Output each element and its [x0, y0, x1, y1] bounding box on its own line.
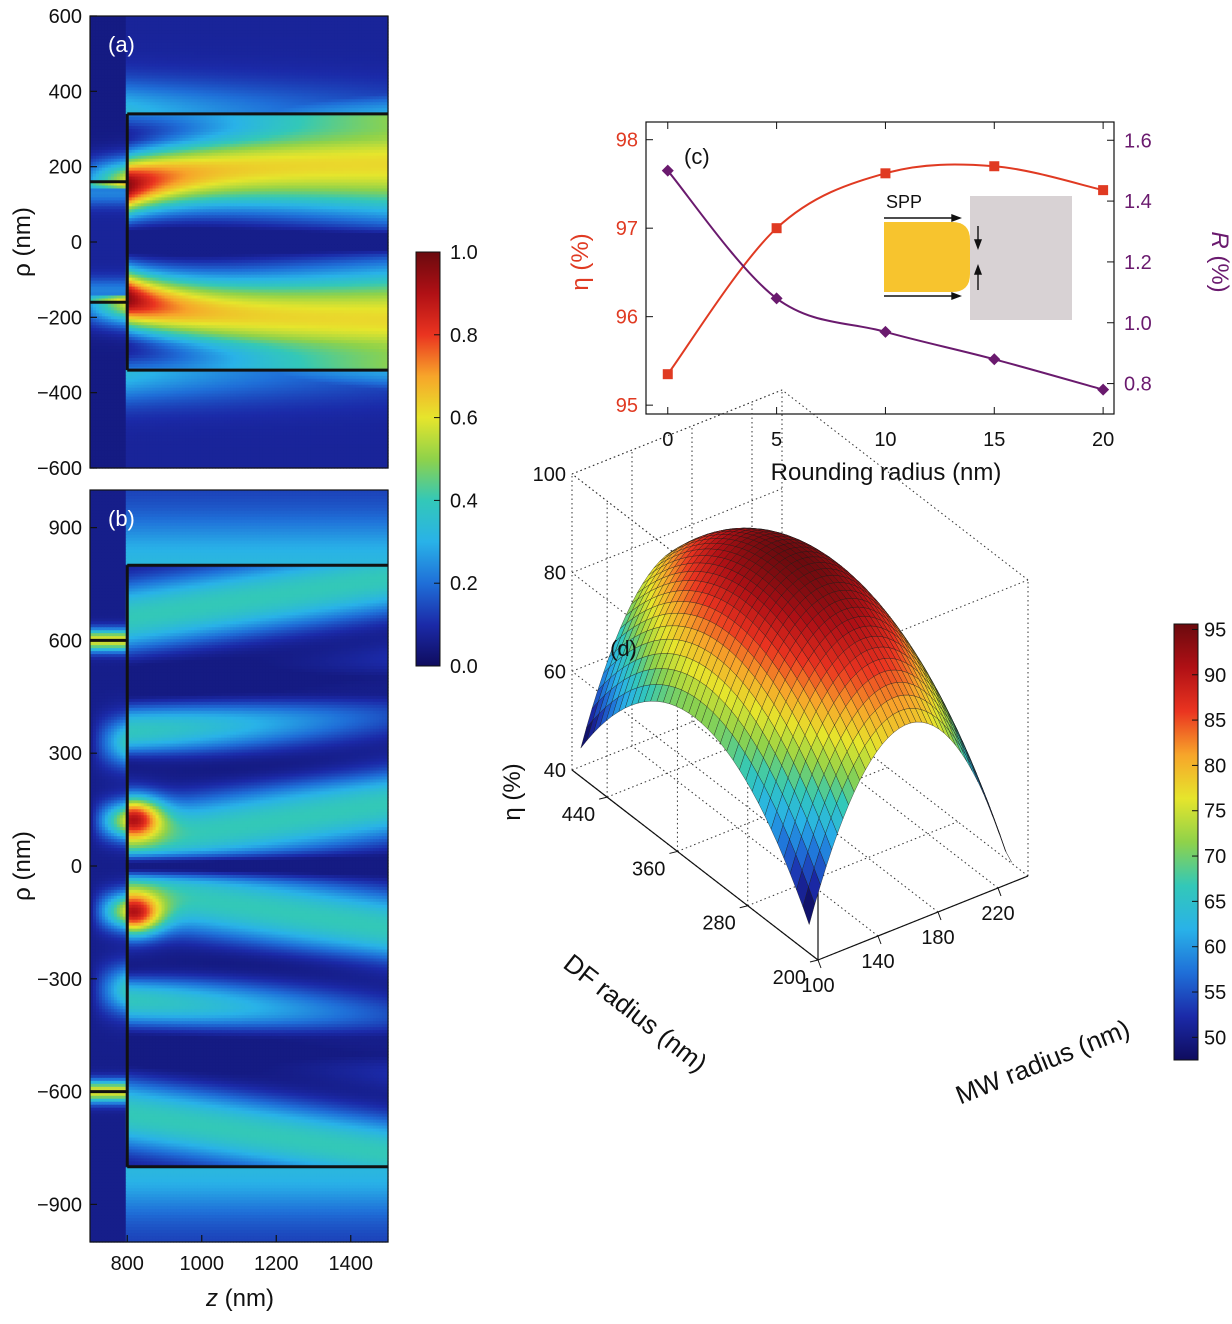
figure: (a) 6004002000−200−400−600 ρ (nm) (b) 90… [0, 0, 1232, 1324]
heatmap-a-field [90, 16, 389, 469]
